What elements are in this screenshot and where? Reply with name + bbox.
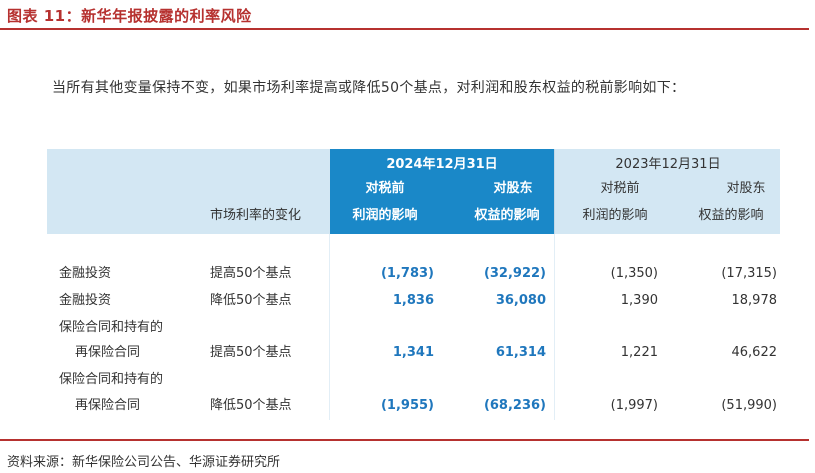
- row1-profit-2023: (1,350): [610, 266, 658, 281]
- row2-change: 降低50个基点: [210, 293, 292, 308]
- row1-profit-2024: (1,783): [380, 266, 434, 281]
- row1-equity-2023: (17,315): [721, 266, 777, 281]
- col-equity-2024-line2: 权益的影响: [474, 208, 540, 223]
- row4-equity-2024: (68,236): [483, 398, 546, 413]
- row4-equity-2023: (51,990): [721, 398, 777, 413]
- row1-equity-2024: (32,922): [483, 266, 546, 281]
- header-divider: [554, 149, 555, 234]
- row2-equity-2024: 36,080: [495, 293, 546, 308]
- row2-profit-2023: 1,390: [620, 293, 658, 308]
- row2-equity-2023: 18,978: [731, 293, 778, 308]
- row2-item: 金融投资: [59, 293, 112, 308]
- row1-item: 金融投资: [59, 266, 112, 281]
- row4-item-line2: 再保险合同: [75, 398, 141, 413]
- row4-profit-2024: (1,955): [380, 398, 434, 413]
- col-profit-2023-line1: 对税前: [600, 181, 640, 196]
- header-rate-change: 市场利率的变化: [210, 208, 302, 223]
- col-equity-2023-line2: 权益的影响: [698, 208, 764, 223]
- col-equity-2023-line1: 对股东: [726, 181, 766, 196]
- row2-profit-2024: 1,836: [392, 293, 434, 308]
- figure-title: 图表 11：新华年报披露的利率风险: [7, 7, 252, 25]
- period-2023-label: 2023年12月31日: [615, 157, 721, 172]
- source-note: 资料来源：新华保险公司公告、华源证券研究所: [7, 455, 281, 470]
- col-profit-2024-line1: 对税前: [365, 181, 405, 196]
- highlight-2024-header: [330, 149, 554, 234]
- row4-change: 降低50个基点: [210, 398, 292, 413]
- title-rule: [0, 28, 809, 30]
- row3-equity-2024: 61,314: [495, 345, 546, 360]
- row4-item-line1: 保险合同和持有的: [59, 372, 164, 387]
- row1-change: 提高50个基点: [210, 266, 292, 281]
- row3-profit-2023: 1,221: [620, 345, 658, 360]
- source-rule: [0, 439, 809, 441]
- row3-profit-2024: 1,341: [392, 345, 434, 360]
- col-equity-2024-line1: 对股东: [493, 181, 533, 196]
- row3-equity-2023: 46,622: [731, 345, 778, 360]
- row3-item-line1: 保险合同和持有的: [59, 320, 164, 335]
- intro-paragraph: 当所有其他变量保持不变，如果市场利率提高或降低50个基点，对利润和股东权益的税前…: [52, 80, 686, 96]
- row3-change: 提高50个基点: [210, 345, 292, 360]
- col-profit-2024-line2: 利润的影响: [352, 208, 418, 223]
- period-2024-label: 2024年12月31日: [386, 157, 498, 172]
- col-profit-2023-line2: 利润的影响: [582, 208, 648, 223]
- highlight-2024-body: [330, 234, 554, 420]
- row3-item-line2: 再保险合同: [75, 345, 141, 360]
- row4-profit-2023: (1,997): [610, 398, 658, 413]
